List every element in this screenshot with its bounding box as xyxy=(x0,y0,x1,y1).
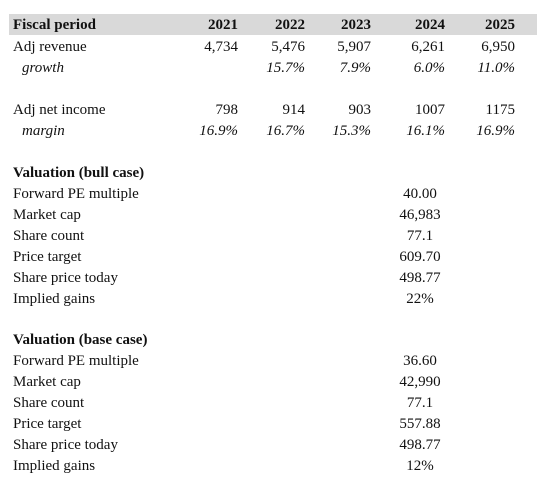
cell: 4,734 xyxy=(204,39,238,55)
row-label: Forward PE multiple xyxy=(13,186,139,202)
cell: 609.70 xyxy=(399,249,441,265)
cell: 22% xyxy=(406,291,434,307)
cell: 903 xyxy=(348,102,372,118)
cell: 5,476 xyxy=(271,39,305,55)
cell: 498.77 xyxy=(399,270,441,286)
cell: 16.9% xyxy=(476,123,515,139)
row-label: Market cap xyxy=(13,207,81,223)
cell: 1175 xyxy=(485,102,515,118)
cell: 15.7% xyxy=(266,60,305,76)
row-label: Implied gains xyxy=(13,458,96,474)
cell: 6,950 xyxy=(481,39,515,55)
cell: 798 xyxy=(215,102,239,118)
cell: 557.88 xyxy=(399,416,441,432)
header-band xyxy=(9,14,537,35)
header-year: 2023 xyxy=(341,17,371,33)
cell: 42,990 xyxy=(399,374,441,390)
cell: 6,261 xyxy=(411,39,445,55)
row-label: Share count xyxy=(13,395,85,411)
cell: 77.1 xyxy=(406,228,434,244)
row-label: margin xyxy=(22,123,65,139)
cell: 6.0% xyxy=(413,60,445,76)
row-label: Implied gains xyxy=(13,291,96,307)
cell: 1007 xyxy=(415,102,445,118)
row-label: Share count xyxy=(13,228,85,244)
header-year: 2025 xyxy=(485,17,515,33)
header-year: 2022 xyxy=(275,17,305,33)
section-title: Valuation (bull case) xyxy=(13,165,145,181)
section-title: Valuation (base case) xyxy=(13,332,148,348)
cell: 36.60 xyxy=(403,353,437,369)
cell: 498.77 xyxy=(399,437,441,453)
row-label: Market cap xyxy=(13,374,81,390)
cell: 16.9% xyxy=(199,123,238,139)
row-label: growth xyxy=(22,60,64,76)
row-label: Price target xyxy=(13,249,82,265)
header-year: 2024 xyxy=(415,17,445,33)
cell: 5,907 xyxy=(337,39,371,55)
cell: 914 xyxy=(282,102,306,118)
cell: 40.00 xyxy=(403,186,437,202)
cell: 77.1 xyxy=(406,395,434,411)
row-label: Share price today xyxy=(13,270,118,286)
row-label: Adj revenue xyxy=(13,39,87,55)
cell: 16.7% xyxy=(266,123,305,139)
row-label: Forward PE multiple xyxy=(13,353,139,369)
cell: 11.0% xyxy=(477,60,515,76)
cell: 16.1% xyxy=(406,123,445,139)
row-label: Price target xyxy=(13,416,82,432)
cell: 7.9% xyxy=(339,60,371,76)
cell: 46,983 xyxy=(399,207,441,223)
row-label: Adj net income xyxy=(13,102,106,118)
header-year: 2021 xyxy=(208,17,238,33)
row-label: Share price today xyxy=(13,437,118,453)
cell: 15.3% xyxy=(332,123,371,139)
header-label: Fiscal period xyxy=(13,17,96,33)
cell: 12% xyxy=(406,458,434,474)
